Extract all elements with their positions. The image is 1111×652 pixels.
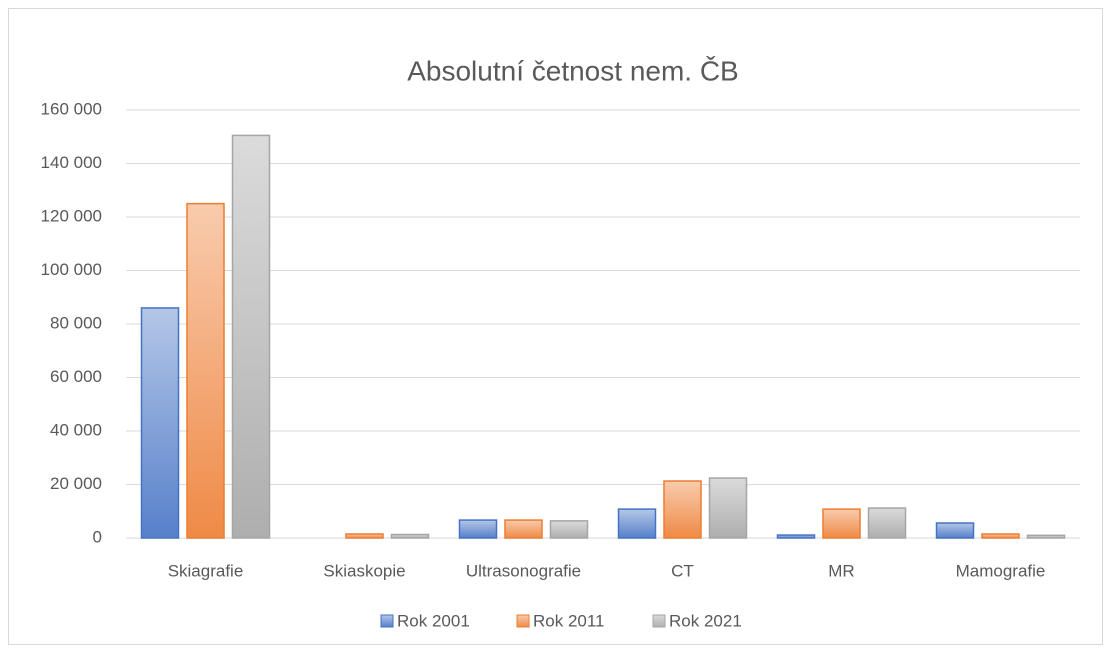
y-tick-label: 60 000 xyxy=(50,367,102,386)
x-tick-label: Mamografie xyxy=(956,561,1046,580)
y-tick-label: 80 000 xyxy=(50,313,102,332)
bar xyxy=(504,519,543,539)
y-tick-label: 160 000 xyxy=(41,99,102,118)
chart-title: Absolutní četnost nem. ČB xyxy=(407,55,739,86)
legend-label: Rok 2001 xyxy=(397,611,470,630)
bar xyxy=(822,508,861,539)
x-tick-label: Skiaskopie xyxy=(323,561,405,580)
bar xyxy=(549,520,589,539)
y-tick-label: 120 000 xyxy=(41,206,102,225)
bar xyxy=(981,533,1020,539)
bar xyxy=(345,533,384,539)
bar xyxy=(617,508,657,539)
y-tick-label: 20 000 xyxy=(50,474,102,493)
bar xyxy=(390,533,430,539)
bar xyxy=(231,134,271,539)
bar xyxy=(458,519,498,539)
y-tick-label: 40 000 xyxy=(50,420,102,439)
legend-label: Rok 2021 xyxy=(669,611,742,630)
x-tick-label: Ultrasonografie xyxy=(466,561,581,580)
legend-swatch xyxy=(652,614,666,628)
y-tick-label: 0 xyxy=(93,527,102,546)
legend-swatch xyxy=(516,614,530,628)
bar xyxy=(663,480,702,539)
bar xyxy=(140,307,180,539)
x-tick-label: MR xyxy=(828,561,854,580)
x-tick-label: CT xyxy=(671,561,694,580)
legend-label: Rok 2011 xyxy=(533,611,605,630)
y-tick-label: 100 000 xyxy=(41,260,102,279)
bar xyxy=(867,507,907,539)
bar xyxy=(186,202,225,539)
bar xyxy=(776,534,816,539)
x-tick-label: Skiagrafie xyxy=(168,561,244,580)
bar xyxy=(708,477,748,539)
bar xyxy=(1026,534,1066,539)
bar xyxy=(935,522,975,539)
y-tick-label: 140 000 xyxy=(41,153,102,172)
legend-swatch xyxy=(380,614,394,628)
